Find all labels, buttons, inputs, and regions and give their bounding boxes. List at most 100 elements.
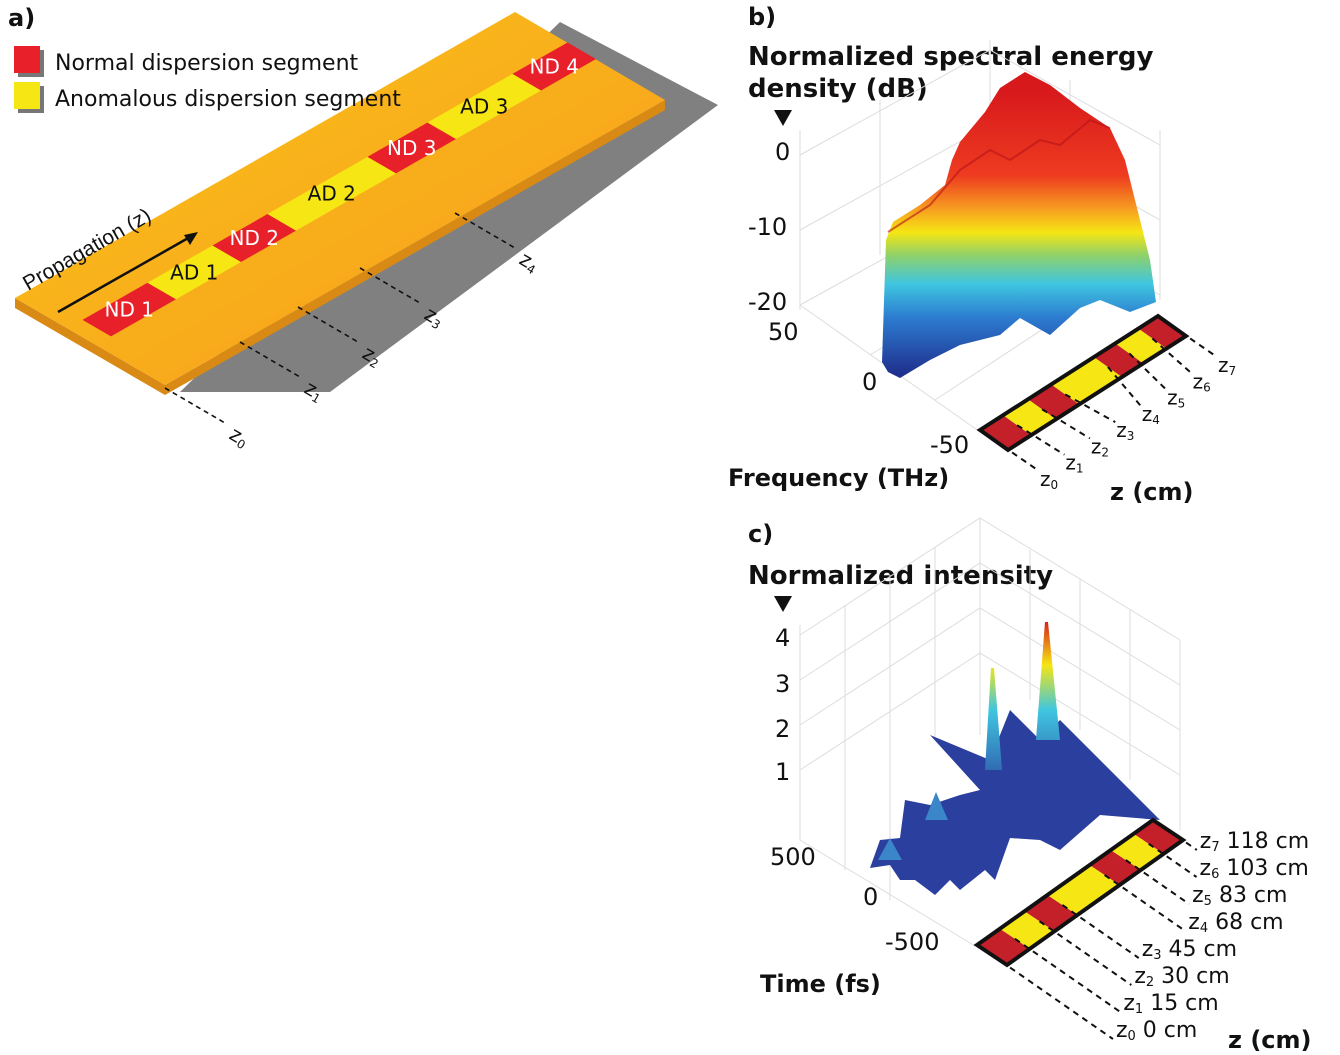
segment-ad2 (267, 156, 396, 231)
segment-ad3 (427, 73, 541, 140)
z-marker-label: z4 (1142, 402, 1160, 427)
panel-b-label: b) (748, 3, 776, 31)
z-marker-line (991, 954, 1114, 1040)
z-marker-line (1151, 337, 1193, 375)
z-marker-line (1041, 408, 1091, 440)
z-marker-line (1128, 352, 1167, 391)
anomalous-segment (1051, 357, 1122, 405)
intensity-spike-2 (1036, 622, 1060, 740)
normal-segment (1133, 820, 1183, 854)
z-tick-2: 2 (775, 715, 790, 743)
z-tick-0: 0 (775, 138, 790, 166)
z-marker-label: z2 30 cm (1134, 964, 1229, 990)
segment-nd3 (367, 122, 456, 174)
z-marker-line (1016, 424, 1065, 456)
segment-label: AD 2 (308, 182, 356, 206)
segment-strip: ND 1 AD 1 ND 2 AD 2 ND 3 AD 3 ND 4 (82, 42, 596, 337)
z-marker-label: z3 (1116, 418, 1134, 443)
segment-label: AD 3 (460, 94, 508, 118)
segment-label: ND 2 (230, 226, 279, 250)
anomalous-segment (1047, 865, 1120, 915)
intensity-surface (870, 710, 1160, 895)
z-tick-minus10: -10 (748, 213, 787, 241)
panel-b-title-line2: density (dB) (748, 74, 928, 104)
time-axis-label: Time (fs) (760, 970, 881, 998)
z-marker-line (164, 387, 226, 424)
z-tick-3: 3 (775, 670, 790, 698)
legend-label-anomalous: Anomalous dispersion segment (55, 87, 401, 112)
freq-tick-minus50: -50 (930, 431, 969, 459)
z-marker-line (1125, 859, 1190, 905)
z-marker-label: z4 68 cm (1188, 910, 1283, 936)
z-marker-line (454, 212, 516, 249)
z-marker-line (1061, 904, 1140, 959)
freq-tick-0: 0 (862, 368, 877, 396)
legend: Normal dispersion segment Anomalous disp… (14, 46, 401, 113)
segment-label: AD 1 (170, 260, 218, 284)
propagation-arrowhead-icon (184, 232, 198, 245)
propagation-arrow (57, 235, 191, 314)
z-marker-line (993, 439, 1040, 472)
segment-nd4 (512, 42, 596, 91)
segment-label: ND 4 (530, 54, 579, 78)
z-tick-4: 4 (775, 624, 790, 652)
z-axis-arrow-icon (774, 110, 792, 126)
z-marker-label: z6 (1193, 369, 1211, 394)
z-marker-line (1064, 393, 1116, 424)
z-marker-label: z3 45 cm (1142, 937, 1237, 963)
spectral-surface (882, 72, 1156, 378)
intensity-bump (925, 792, 948, 820)
z-marker-line (297, 306, 359, 343)
legend-swatch-anomalous (14, 82, 40, 109)
z-marker-label: z0 (225, 422, 253, 453)
legend-label-normal: Normal dispersion segment (55, 51, 359, 76)
z-marker-line (359, 267, 421, 304)
z-marker-label: z7 118 cm (1200, 829, 1309, 855)
normal-segment (1089, 850, 1141, 885)
spectral-ridge (887, 118, 1111, 233)
z-marker-line (1148, 842, 1198, 878)
panel-c-title: Normalized intensity (748, 561, 1053, 591)
panel-a: a) ND 1AD 1ND 2AD 2ND 3AD 3ND 4 Propagat… (8, 4, 718, 452)
z-marker-label: z5 83 cm (1192, 883, 1287, 909)
normal-segment (1138, 316, 1186, 349)
z-marker-label: z6 103 cm (1200, 856, 1309, 882)
legend-swatch-normal (14, 46, 40, 73)
segment-label: ND 3 (387, 136, 436, 160)
z-marker-line (1167, 829, 1198, 851)
z-marker-label: z1 15 cm (1123, 991, 1218, 1017)
time-tick-0: 0 (863, 883, 878, 911)
freq-tick-50: 50 (768, 318, 799, 346)
normal-segment (1093, 343, 1144, 378)
z-marker-label: z2 (1091, 434, 1109, 459)
time-tick-minus500: -500 (885, 928, 939, 956)
z-marker-label: z1 (1065, 451, 1083, 476)
z-axis-label: z (cm) (1228, 1026, 1312, 1054)
segment-bar: z0 z1 z2 z3 z4 z5 z6 z7 (976, 313, 1236, 492)
z-marker-label: z0 0 cm (1116, 1018, 1197, 1044)
z-marker-line (1104, 874, 1186, 932)
segment-bar-outline (973, 817, 1187, 968)
intensity-bump (878, 838, 902, 860)
segment-nd2 (212, 214, 296, 263)
segment-label: ND 1 (105, 298, 154, 322)
z-marker-line (1038, 920, 1132, 986)
segment-nd1 (82, 282, 176, 337)
z-marker-line (1171, 325, 1218, 358)
z-tick-1: 1 (775, 758, 790, 786)
frequency-axis-label: Frequency (THz) (728, 464, 949, 492)
panel-b-title-line1: Normalized spectral energy (748, 42, 1153, 72)
z-marker-label: z0 (1040, 467, 1058, 492)
panel-b: b) Normalized spectral energy density (d… (728, 3, 1236, 506)
panel-c: c) Normalized intensity 4 3 2 1 500 (748, 517, 1312, 1054)
z-marker-label: z7 (1218, 353, 1236, 378)
z-marker-line (1107, 366, 1142, 407)
time-tick-500: 500 (770, 843, 816, 871)
segment-ad1 (147, 245, 241, 300)
z-axis-label: z (cm) (1110, 478, 1194, 506)
z-marker-line (239, 341, 301, 378)
z-marker-label: z5 (1167, 386, 1185, 411)
z-tick-minus20: -20 (748, 288, 787, 316)
